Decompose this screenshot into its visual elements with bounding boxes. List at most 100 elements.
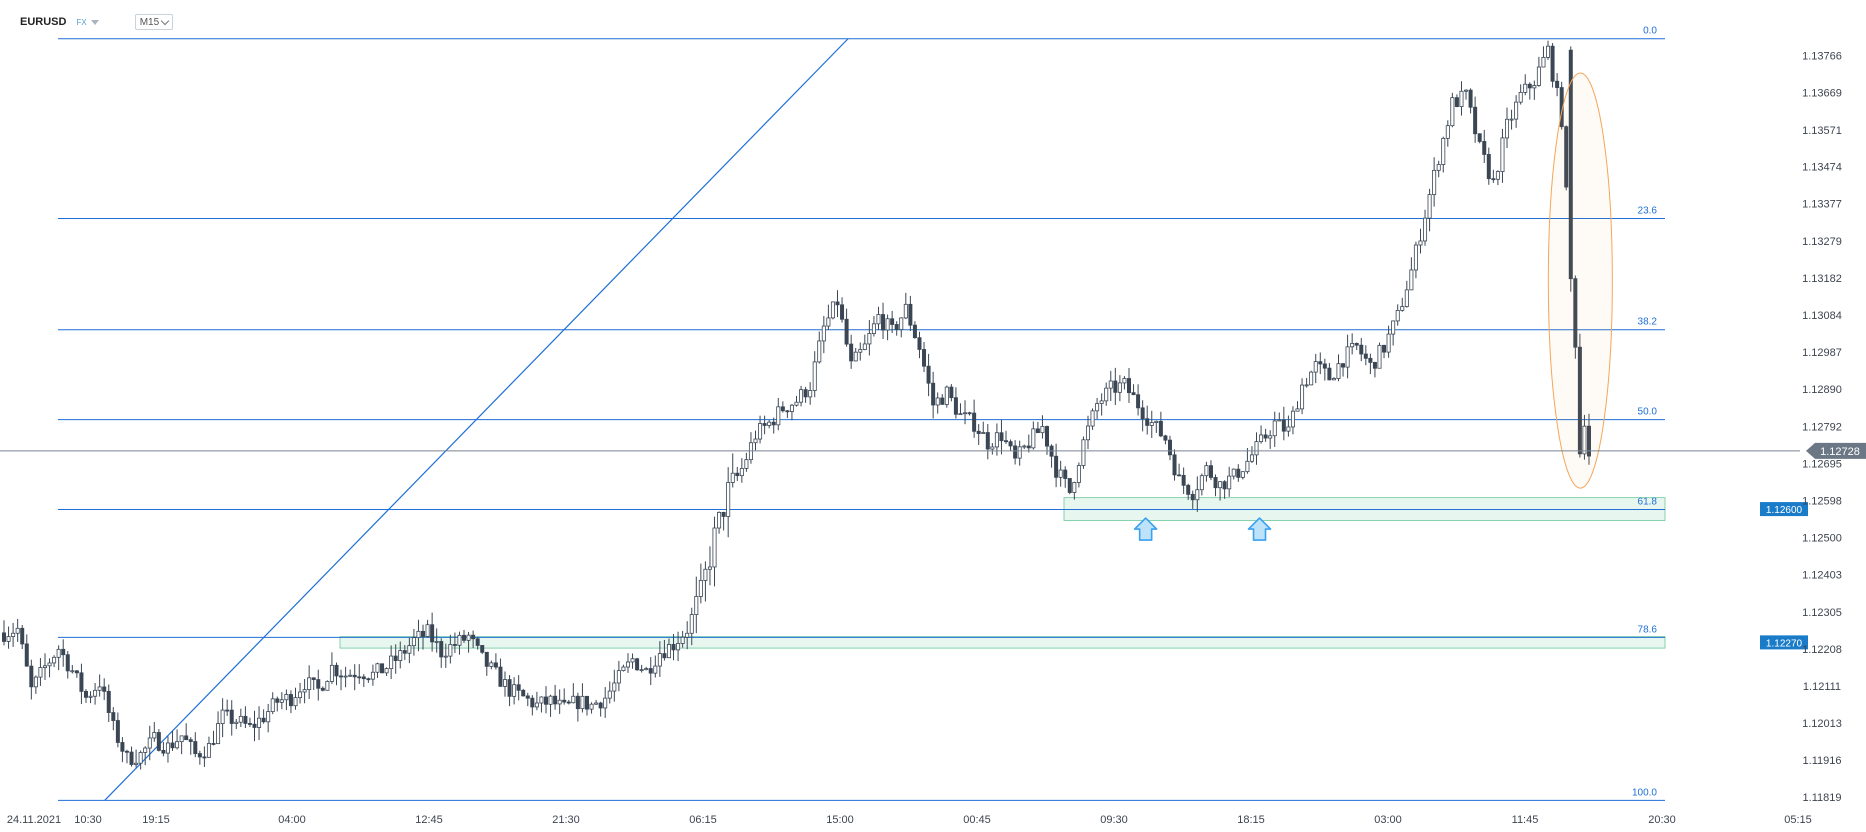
candle-body: [425, 624, 430, 637]
candle-body: [1236, 468, 1241, 478]
candle-body: [666, 643, 671, 659]
candle-body: [225, 709, 230, 712]
candle-body: [1550, 45, 1555, 82]
support-arrow-icon[interactable]: [1247, 517, 1272, 541]
time-axis[interactable]: 24.11.2021 10:30 19:15 04:00 12:45 21:30 06:15…: [7, 814, 1812, 826]
candle-body: [876, 314, 881, 325]
candle-body: [1564, 126, 1569, 188]
candle-body: [1154, 420, 1159, 423]
current-price-badge[interactable]: [1806, 442, 1866, 459]
candle-body: [1240, 471, 1245, 478]
market-selector[interactable]: FX: [76, 18, 99, 27]
candle-body: [384, 668, 389, 674]
candle-body: [261, 717, 266, 723]
candle-body: [1231, 468, 1236, 477]
candle-body: [685, 632, 690, 638]
candle-body: [917, 337, 922, 350]
candle-body: [15, 627, 20, 634]
candle-body: [493, 662, 498, 668]
candle-body: [1090, 410, 1095, 427]
candle-body: [1013, 445, 1018, 459]
candle-body: [926, 365, 931, 384]
candle-body: [257, 717, 262, 728]
candle-body: [1290, 410, 1295, 428]
candle-body: [794, 401, 799, 406]
zone-price-badge-1[interactable]: [1760, 635, 1808, 650]
candle-body: [115, 720, 120, 743]
candle-body: [662, 653, 667, 659]
candle-body: [175, 741, 180, 749]
candle-body: [188, 739, 193, 742]
zone-rect-1[interactable]: [339, 636, 1666, 649]
candle-body: [238, 715, 243, 723]
candle-body: [730, 472, 735, 483]
candle-body: [1477, 133, 1482, 142]
zone-price-badge-0[interactable]: [1760, 502, 1808, 517]
candle-body: [1140, 407, 1145, 420]
support-arrow-icon[interactable]: [1133, 517, 1158, 541]
candle-body: [380, 663, 385, 674]
candle-body: [1218, 481, 1223, 489]
candle-body: [184, 735, 189, 741]
candle-body: [33, 676, 38, 688]
candle-body: [539, 696, 544, 704]
candle-body: [903, 303, 908, 319]
candle-body: [1445, 125, 1450, 139]
price-axis[interactable]: 1.13766 1.13669 1.13571 1.13474 1.13377 1.132…: [1802, 51, 1842, 805]
candle-body: [639, 669, 644, 672]
candle-body: [717, 511, 722, 529]
candle-body: [1259, 434, 1264, 443]
candle-body: [1113, 380, 1118, 393]
y-tick-label: 1.12695: [1802, 458, 1842, 470]
candle-body: [1227, 475, 1232, 490]
candle-body: [170, 742, 175, 749]
candle-body: [457, 634, 462, 646]
candle-body: [967, 412, 972, 415]
candle-body: [1395, 310, 1400, 322]
candle-body: [339, 675, 344, 678]
candle-body: [603, 697, 608, 709]
candle-body: [375, 663, 380, 673]
candle-body: [1035, 428, 1040, 434]
timeframe-selector[interactable]: M15: [134, 14, 174, 30]
candle-body: [134, 762, 139, 765]
candle-body: [1286, 426, 1291, 432]
candle-body: [1295, 408, 1300, 412]
candle-body: [124, 750, 129, 753]
candle-body: [6, 636, 11, 642]
selection-ellipse[interactable]: [1547, 72, 1613, 489]
candle-body: [1409, 269, 1414, 291]
x-tick-label: 04:00: [278, 814, 306, 826]
candle-body: [584, 695, 589, 710]
candle-body: [849, 343, 854, 362]
y-tick-label: 1.13377: [1802, 199, 1842, 211]
candle-body: [47, 662, 52, 667]
timeframe-label: M15: [139, 16, 160, 28]
fib-trendline[interactable]: [104, 38, 849, 801]
candle-body: [38, 667, 43, 678]
candle-body: [1404, 289, 1409, 307]
candle-body: [1514, 101, 1519, 120]
candle-body: [507, 679, 512, 697]
candle-body: [1017, 446, 1022, 459]
y-tick-label: 1.13084: [1802, 310, 1842, 322]
candle-body: [922, 349, 927, 367]
candle-body: [1263, 434, 1268, 439]
candle-body: [275, 698, 280, 703]
candle-body: [598, 702, 603, 709]
candle-body: [88, 695, 93, 698]
candle-body: [894, 324, 899, 330]
candle-body: [881, 314, 886, 331]
candle-body: [1555, 80, 1560, 88]
candle-body: [1441, 137, 1446, 165]
candle-body: [1172, 454, 1177, 476]
candle-body: [776, 406, 781, 426]
candle-body: [999, 432, 1004, 442]
candle-body: [370, 671, 375, 680]
x-tick-label: 24.11.2021: [7, 814, 61, 826]
candle-body: [220, 709, 225, 724]
symbol-label[interactable]: EURUSD: [20, 16, 67, 28]
candle-body: [229, 709, 234, 724]
candle-body: [298, 691, 303, 699]
